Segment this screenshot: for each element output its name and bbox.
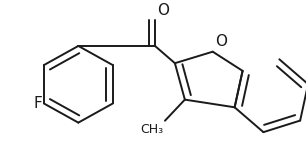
Text: CH₃: CH₃ [140, 123, 163, 136]
Text: F: F [33, 96, 42, 111]
Text: O: O [215, 34, 227, 49]
Text: O: O [157, 3, 169, 18]
